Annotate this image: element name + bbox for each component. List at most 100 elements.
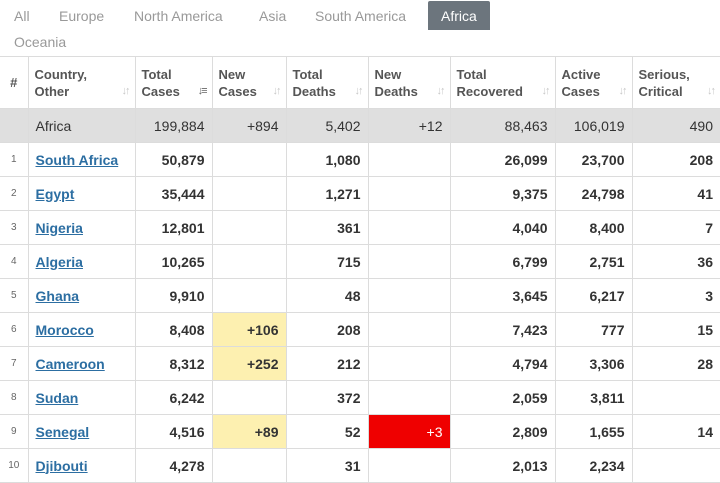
col-header-total-cases[interactable]: Total Cases ↓≡ xyxy=(135,56,213,109)
total-recovered-cell: 6,799 xyxy=(450,244,556,279)
total-cases-cell: 35,444 xyxy=(135,176,213,211)
new-deaths-cell xyxy=(368,244,451,279)
active-cases-cell: 6,217 xyxy=(555,278,633,313)
new-deaths-cell xyxy=(368,278,451,313)
sort-arrows-icon[interactable]: ↓↑ xyxy=(707,85,716,97)
col-header-index: # xyxy=(0,56,29,109)
total-deaths-cell: 48 xyxy=(286,278,369,313)
new-deaths-cell xyxy=(368,346,451,381)
col-header-new-cases[interactable]: New Cases ↓↑ xyxy=(212,56,287,109)
total-recovered-cell: 7,423 xyxy=(450,312,556,347)
country-link[interactable]: Cameroon xyxy=(35,355,105,372)
sort-arrows-icon[interactable]: ↓↑ xyxy=(121,85,131,97)
tab-africa[interactable]: Africa xyxy=(428,1,490,30)
total-recovered-cell: 26,099 xyxy=(450,142,556,177)
new-cases-cell: +106 xyxy=(212,312,287,347)
serious-critical-cell: 208 xyxy=(632,142,720,177)
total-deaths-cell: 715 xyxy=(286,244,369,279)
table-row: 4 Algeria 10,265 715 6,799 2,751 36 xyxy=(0,244,720,279)
country-cell: Djibouti xyxy=(28,448,136,483)
col-header-country[interactable]: Country, Other ↓↑ xyxy=(28,56,136,109)
country-cell: Senegal xyxy=(28,414,136,449)
col-header-serious-critical[interactable]: Serious, Critical ↓↑ xyxy=(632,56,720,109)
country-link[interactable]: Djibouti xyxy=(35,457,88,474)
total-deaths-cell: 208 xyxy=(286,312,369,347)
new-deaths-cell xyxy=(368,210,451,245)
new-cases-cell xyxy=(212,278,287,313)
col-header-new-deaths[interactable]: New Deaths ↓↑ xyxy=(368,56,451,109)
serious-critical-cell: 7 xyxy=(632,210,720,245)
total-deaths-cell: 52 xyxy=(286,414,369,449)
col-header-active-cases[interactable]: Active Cases ↓↑ xyxy=(555,56,633,109)
col-header-total-deaths[interactable]: Total Deaths ↓↑ xyxy=(286,56,369,109)
total-cases-cell: 8,408 xyxy=(135,312,213,347)
serious-critical-cell: 14 xyxy=(632,414,720,449)
new-cases-cell: +894 xyxy=(212,108,287,143)
sort-arrows-icon[interactable]: ↓↑ xyxy=(354,85,364,97)
row-index: 6 xyxy=(0,312,29,347)
sort-arrows-icon[interactable]: ↓↑ xyxy=(618,85,628,97)
active-cases-cell: 3,306 xyxy=(555,346,633,381)
total-deaths-cell: 31 xyxy=(286,448,369,483)
country-link[interactable]: Algeria xyxy=(35,253,83,270)
country-link[interactable]: Nigeria xyxy=(35,219,83,236)
row-index: 10 xyxy=(0,448,29,483)
total-deaths-cell: 361 xyxy=(286,210,369,245)
sort-arrows-icon[interactable]: ↓↑ xyxy=(541,85,551,97)
country-cell: South Africa xyxy=(28,142,136,177)
covid-table: # Country, Other ↓↑ Total Cases ↓≡ New Cases ↓… xyxy=(0,56,720,483)
sort-arrows-icon[interactable]: ↓↑ xyxy=(272,85,282,97)
total-cases-cell: 6,242 xyxy=(135,380,213,415)
tab-europe[interactable]: Europe xyxy=(59,8,105,24)
new-cases-cell xyxy=(212,244,287,279)
continent-tabs: All Europe North America Asia South Amer… xyxy=(0,0,720,56)
tab-asia[interactable]: Asia xyxy=(259,8,287,24)
new-deaths-cell xyxy=(368,142,451,177)
active-cases-cell: 23,700 xyxy=(555,142,633,177)
total-recovered-cell: 4,794 xyxy=(450,346,556,381)
country-cell: Morocco xyxy=(28,312,136,347)
total-cases-cell: 9,910 xyxy=(135,278,213,313)
active-cases-cell: 2,234 xyxy=(555,448,633,483)
country-link[interactable]: Sudan xyxy=(35,389,79,406)
total-cases-cell: 199,884 xyxy=(135,108,213,143)
table-row: 2 Egypt 35,444 1,271 9,375 24,798 41 xyxy=(0,176,720,211)
table-row: 6 Morocco 8,408 +106 208 7,423 777 15 xyxy=(0,312,720,347)
tab-south-america[interactable]: South America xyxy=(315,8,407,24)
total-recovered-cell: 4,040 xyxy=(450,210,556,245)
col-header-total-recovered[interactable]: Total Recovered ↓↑ xyxy=(450,56,556,109)
new-cases-cell: +89 xyxy=(212,414,287,449)
active-cases-cell: 106,019 xyxy=(555,108,633,143)
new-cases-cell xyxy=(212,380,287,415)
row-index: 7 xyxy=(0,346,29,381)
total-deaths-cell: 212 xyxy=(286,346,369,381)
country-link[interactable]: South Africa xyxy=(35,151,119,168)
table-row: 9 Senegal 4,516 +89 52 +3 2,809 1,655 14 xyxy=(0,414,720,449)
country-link[interactable]: Ghana xyxy=(35,287,80,304)
total-cases-cell: 50,879 xyxy=(135,142,213,177)
tab-all[interactable]: All xyxy=(14,8,30,24)
country-cell: Sudan xyxy=(28,380,136,415)
total-cases-cell: 12,801 xyxy=(135,210,213,245)
row-index: 9 xyxy=(0,414,29,449)
row-index: 3 xyxy=(0,210,29,245)
row-index: 4 xyxy=(0,244,29,279)
sort-desc-active-icon[interactable]: ↓≡ xyxy=(197,85,208,97)
serious-critical-cell: 28 xyxy=(632,346,720,381)
country-cell: Cameroon xyxy=(28,346,136,381)
country-link[interactable]: Senegal xyxy=(35,423,90,440)
total-deaths-cell: 1,271 xyxy=(286,176,369,211)
new-cases-cell xyxy=(212,142,287,177)
country-cell: Ghana xyxy=(28,278,136,313)
new-deaths-cell xyxy=(368,380,451,415)
country-link[interactable]: Morocco xyxy=(35,321,94,338)
active-cases-cell: 8,400 xyxy=(555,210,633,245)
tab-oceania[interactable]: Oceania xyxy=(14,34,67,50)
sort-arrows-icon[interactable]: ↓↑ xyxy=(436,85,446,97)
table-row: 5 Ghana 9,910 48 3,645 6,217 3 xyxy=(0,278,720,313)
active-cases-cell: 3,811 xyxy=(555,380,633,415)
row-index: 2 xyxy=(0,176,29,211)
tab-north-america[interactable]: North America xyxy=(134,8,223,24)
country-link[interactable]: Egypt xyxy=(35,185,75,202)
row-index: 1 xyxy=(0,142,29,177)
